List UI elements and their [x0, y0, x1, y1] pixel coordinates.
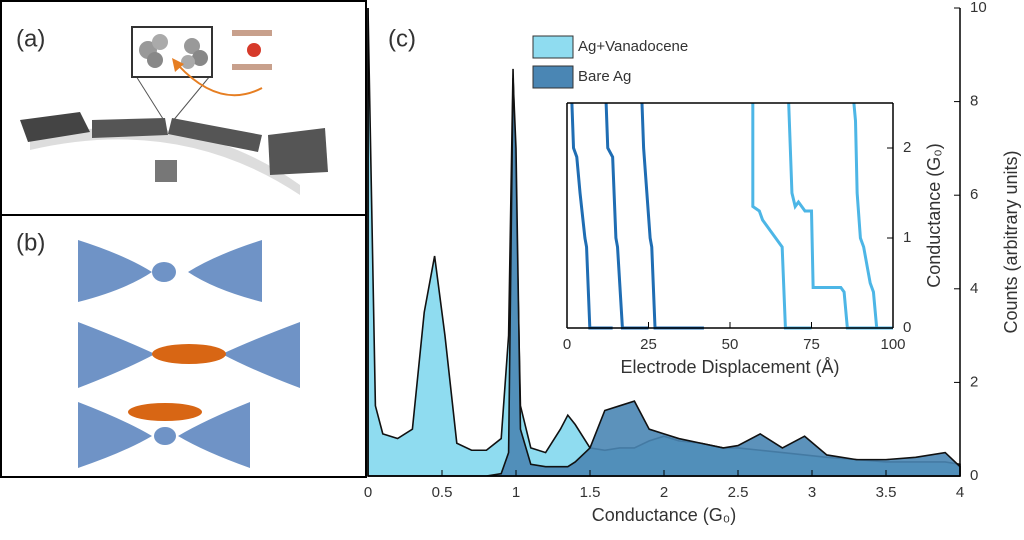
- x-tick-label: 4: [956, 484, 964, 501]
- x-tick-label: 0.5: [432, 484, 453, 501]
- panel-label: (a): [16, 25, 45, 52]
- junction-schematics: [78, 240, 300, 468]
- y-axis-label: Counts (arbitrary units): [1001, 150, 1021, 333]
- y-tick-label: 1: [903, 229, 911, 246]
- y-tick-label: 0: [970, 467, 978, 484]
- line: [751, 103, 812, 330]
- x-axis-label: Conductance (G₀): [592, 505, 737, 525]
- x-tick-label: 75: [803, 336, 820, 353]
- x-tick-label: 3.5: [876, 484, 897, 501]
- x-tick-label: 1: [512, 484, 520, 501]
- y-axis-label: Conductance (G₀): [924, 143, 944, 288]
- x-tick-label: 2.5: [728, 484, 749, 501]
- panel-label: (b): [16, 229, 45, 256]
- x-tick-label: 100: [880, 336, 905, 353]
- x-axis-label: Electrode Displacement (Å): [620, 357, 839, 377]
- legend-swatch: [532, 35, 574, 59]
- legend-label: Bare Ag: [578, 68, 631, 85]
- panel-label: (c): [388, 25, 416, 52]
- y-tick-label: 10: [970, 0, 987, 16]
- y-tick-label: 6: [970, 186, 978, 203]
- line: [570, 102, 613, 330]
- x-tick-label: 1.5: [580, 484, 601, 501]
- x-tick-label: 3: [808, 484, 816, 501]
- y-tick-label: 0: [903, 319, 911, 336]
- x-tick-label: 2: [660, 484, 668, 501]
- y-tick-label: 2: [970, 373, 978, 390]
- line: [787, 102, 877, 330]
- x-tick-label: 50: [722, 336, 739, 353]
- plot: [570, 102, 893, 330]
- break-junction-illustration: [20, 26, 328, 195]
- panel-b-frame: [0, 214, 367, 478]
- x-tick-label: 25: [640, 336, 657, 353]
- x-tick-label: 0: [364, 484, 372, 501]
- x-tick-label: 0: [563, 336, 571, 353]
- y-tick-label: 2: [903, 139, 911, 156]
- legend-label: Ag+Vanadocene: [578, 38, 688, 55]
- y-tick-label: 8: [970, 93, 978, 110]
- y-tick-label: 4: [970, 280, 978, 297]
- line: [852, 102, 893, 330]
- legend-swatch: [532, 65, 574, 89]
